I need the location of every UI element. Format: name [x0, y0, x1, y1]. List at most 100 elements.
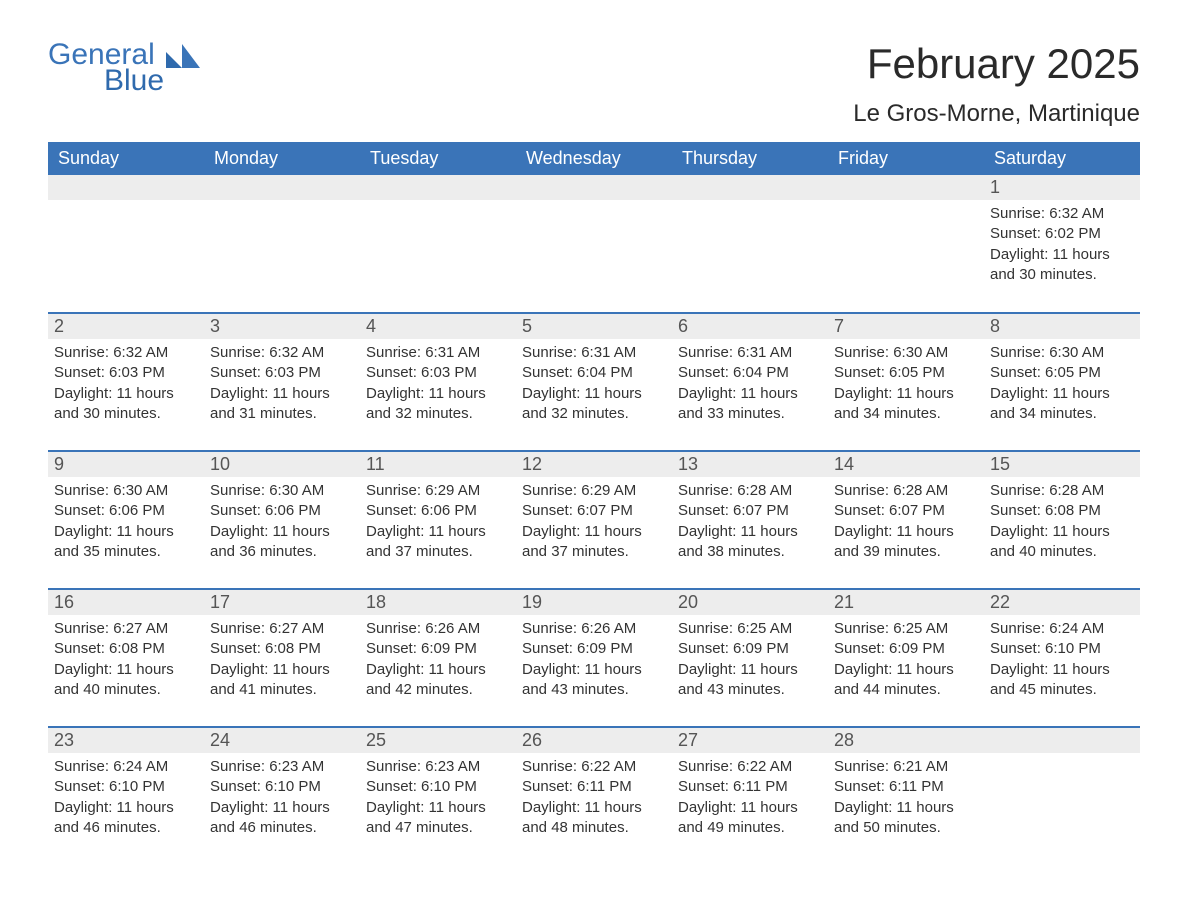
calendar-cell: 15Sunrise: 6:28 AMSunset: 6:08 PMDayligh… [984, 451, 1140, 589]
sunset-text: Sunset: 6:03 PM [210, 363, 354, 383]
day-details: Sunrise: 6:30 AMSunset: 6:05 PMDaylight:… [828, 339, 984, 430]
calendar-cell: 1Sunrise: 6:32 AMSunset: 6:02 PMDaylight… [984, 175, 1140, 313]
sunset-text: Sunset: 6:10 PM [990, 639, 1134, 659]
sunrise-text: Sunrise: 6:30 AM [834, 343, 978, 363]
day-number: 18 [360, 590, 516, 615]
calendar-cell: 28Sunrise: 6:21 AMSunset: 6:11 PMDayligh… [828, 727, 984, 865]
day-number: 28 [828, 728, 984, 753]
sunset-text: Sunset: 6:09 PM [522, 639, 666, 659]
calendar-cell: 23Sunrise: 6:24 AMSunset: 6:10 PMDayligh… [48, 727, 204, 865]
day-number: 21 [828, 590, 984, 615]
calendar-week: 16Sunrise: 6:27 AMSunset: 6:08 PMDayligh… [48, 589, 1140, 727]
sunset-text: Sunset: 6:09 PM [834, 639, 978, 659]
day-details: Sunrise: 6:26 AMSunset: 6:09 PMDaylight:… [516, 615, 672, 706]
day-number: 7 [828, 314, 984, 339]
brand-logo: General Blue [48, 40, 200, 96]
day-details: Sunrise: 6:25 AMSunset: 6:09 PMDaylight:… [828, 615, 984, 706]
day-number: 25 [360, 728, 516, 753]
day-details: Sunrise: 6:31 AMSunset: 6:04 PMDaylight:… [516, 339, 672, 430]
brand-text: General Blue [48, 40, 164, 96]
calendar-week: 23Sunrise: 6:24 AMSunset: 6:10 PMDayligh… [48, 727, 1140, 865]
day-details: Sunrise: 6:24 AMSunset: 6:10 PMDaylight:… [48, 753, 204, 844]
day-details: Sunrise: 6:23 AMSunset: 6:10 PMDaylight:… [360, 753, 516, 844]
day-details: Sunrise: 6:31 AMSunset: 6:04 PMDaylight:… [672, 339, 828, 430]
calendar-cell: 11Sunrise: 6:29 AMSunset: 6:06 PMDayligh… [360, 451, 516, 589]
sunrise-text: Sunrise: 6:31 AM [366, 343, 510, 363]
sunset-text: Sunset: 6:11 PM [678, 777, 822, 797]
sunset-text: Sunset: 6:06 PM [54, 501, 198, 521]
day-number: 4 [360, 314, 516, 339]
sunrise-text: Sunrise: 6:32 AM [210, 343, 354, 363]
sunset-text: Sunset: 6:05 PM [834, 363, 978, 383]
sunrise-text: Sunrise: 6:27 AM [54, 619, 198, 639]
sunset-text: Sunset: 6:03 PM [366, 363, 510, 383]
day-number [828, 175, 984, 200]
calendar-cell: 8Sunrise: 6:30 AMSunset: 6:05 PMDaylight… [984, 313, 1140, 451]
calendar-cell: 21Sunrise: 6:25 AMSunset: 6:09 PMDayligh… [828, 589, 984, 727]
sunset-text: Sunset: 6:08 PM [210, 639, 354, 659]
daylight-text: Daylight: 11 hours and 41 minutes. [210, 660, 354, 701]
day-details [204, 200, 360, 210]
day-details: Sunrise: 6:31 AMSunset: 6:03 PMDaylight:… [360, 339, 516, 430]
calendar-cell: 20Sunrise: 6:25 AMSunset: 6:09 PMDayligh… [672, 589, 828, 727]
daylight-text: Daylight: 11 hours and 43 minutes. [522, 660, 666, 701]
day-details [516, 200, 672, 210]
day-number: 27 [672, 728, 828, 753]
weekday-header: Friday [828, 142, 984, 175]
day-details: Sunrise: 6:23 AMSunset: 6:10 PMDaylight:… [204, 753, 360, 844]
calendar-week: 2Sunrise: 6:32 AMSunset: 6:03 PMDaylight… [48, 313, 1140, 451]
calendar-cell [984, 727, 1140, 865]
sunset-text: Sunset: 6:04 PM [522, 363, 666, 383]
daylight-text: Daylight: 11 hours and 30 minutes. [990, 245, 1134, 286]
calendar-cell: 3Sunrise: 6:32 AMSunset: 6:03 PMDaylight… [204, 313, 360, 451]
weekday-header: Saturday [984, 142, 1140, 175]
calendar-cell: 27Sunrise: 6:22 AMSunset: 6:11 PMDayligh… [672, 727, 828, 865]
sunset-text: Sunset: 6:09 PM [366, 639, 510, 659]
calendar-cell [360, 175, 516, 313]
day-details: Sunrise: 6:28 AMSunset: 6:07 PMDaylight:… [672, 477, 828, 568]
daylight-text: Daylight: 11 hours and 42 minutes. [366, 660, 510, 701]
sunrise-text: Sunrise: 6:21 AM [834, 757, 978, 777]
calendar-cell: 6Sunrise: 6:31 AMSunset: 6:04 PMDaylight… [672, 313, 828, 451]
day-details: Sunrise: 6:30 AMSunset: 6:05 PMDaylight:… [984, 339, 1140, 430]
day-number [984, 728, 1140, 753]
sunrise-text: Sunrise: 6:30 AM [54, 481, 198, 501]
day-number: 6 [672, 314, 828, 339]
day-number: 14 [828, 452, 984, 477]
calendar-body: 1Sunrise: 6:32 AMSunset: 6:02 PMDaylight… [48, 175, 1140, 865]
calendar-cell [672, 175, 828, 313]
day-number: 19 [516, 590, 672, 615]
day-number: 16 [48, 590, 204, 615]
day-details: Sunrise: 6:25 AMSunset: 6:09 PMDaylight:… [672, 615, 828, 706]
day-number: 17 [204, 590, 360, 615]
sunset-text: Sunset: 6:07 PM [834, 501, 978, 521]
sunrise-text: Sunrise: 6:25 AM [678, 619, 822, 639]
calendar-cell [48, 175, 204, 313]
sunrise-text: Sunrise: 6:25 AM [834, 619, 978, 639]
calendar-cell: 10Sunrise: 6:30 AMSunset: 6:06 PMDayligh… [204, 451, 360, 589]
day-details: Sunrise: 6:32 AMSunset: 6:02 PMDaylight:… [984, 200, 1140, 291]
day-number: 24 [204, 728, 360, 753]
location-subtitle: Le Gros-Morne, Martinique [853, 100, 1140, 128]
calendar-cell: 9Sunrise: 6:30 AMSunset: 6:06 PMDaylight… [48, 451, 204, 589]
calendar-cell: 12Sunrise: 6:29 AMSunset: 6:07 PMDayligh… [516, 451, 672, 589]
day-number [360, 175, 516, 200]
calendar-cell: 14Sunrise: 6:28 AMSunset: 6:07 PMDayligh… [828, 451, 984, 589]
sunrise-text: Sunrise: 6:29 AM [366, 481, 510, 501]
calendar-cell: 16Sunrise: 6:27 AMSunset: 6:08 PMDayligh… [48, 589, 204, 727]
day-details [48, 200, 204, 210]
sunset-text: Sunset: 6:02 PM [990, 224, 1134, 244]
daylight-text: Daylight: 11 hours and 48 minutes. [522, 798, 666, 839]
day-details: Sunrise: 6:30 AMSunset: 6:06 PMDaylight:… [204, 477, 360, 568]
day-number: 15 [984, 452, 1140, 477]
day-number: 2 [48, 314, 204, 339]
sunrise-text: Sunrise: 6:23 AM [210, 757, 354, 777]
daylight-text: Daylight: 11 hours and 44 minutes. [834, 660, 978, 701]
calendar-header-row: SundayMondayTuesdayWednesdayThursdayFrid… [48, 142, 1140, 175]
day-details: Sunrise: 6:30 AMSunset: 6:06 PMDaylight:… [48, 477, 204, 568]
day-number: 23 [48, 728, 204, 753]
sunrise-text: Sunrise: 6:22 AM [678, 757, 822, 777]
day-number: 12 [516, 452, 672, 477]
sunrise-text: Sunrise: 6:26 AM [366, 619, 510, 639]
day-details [672, 200, 828, 210]
